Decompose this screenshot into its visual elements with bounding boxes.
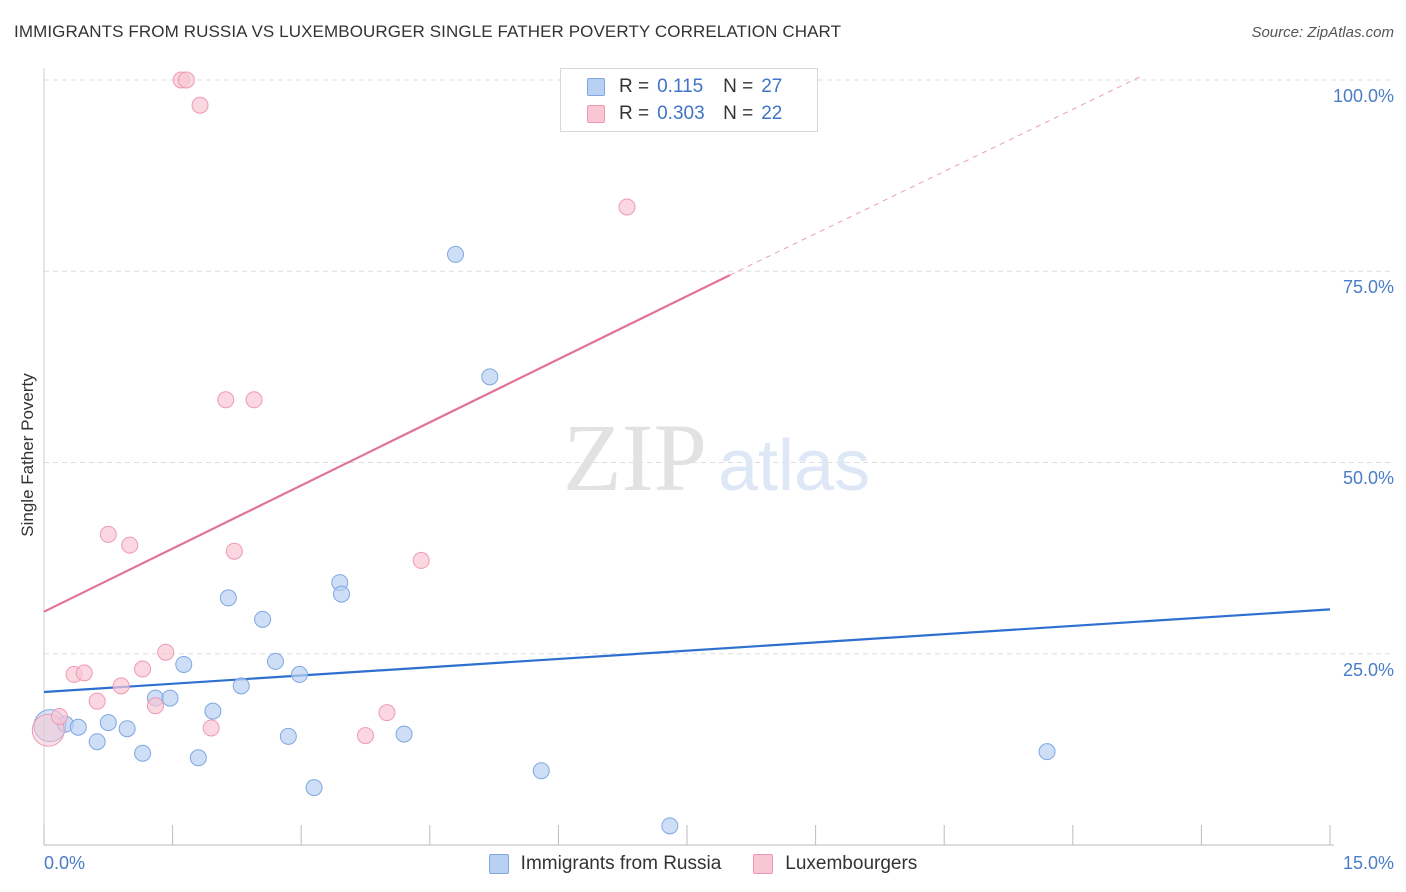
y-tick-label-25: 25.0% [1342, 660, 1394, 680]
point-russia [69, 718, 87, 736]
stats-legend: R = 0.115 N = 27 R = 0.303 N = 22 [560, 68, 818, 132]
point-luxembourgers [121, 536, 139, 554]
legend-item-russia: Immigrants from Russia [488, 853, 722, 875]
point-russia [447, 245, 465, 263]
trend-line-luxembourgers [43, 274, 731, 613]
point-russia [254, 610, 272, 628]
point-russia [189, 749, 207, 767]
legend-n-label: N = [723, 76, 754, 97]
legend-r-value: 0.115 [657, 76, 704, 97]
legend-n-value: 27 [761, 76, 783, 97]
point-luxembourgers [75, 664, 93, 682]
legend-n-value: 22 [761, 103, 783, 124]
legend-r-label: R = [619, 76, 650, 97]
point-luxembourgers [357, 727, 374, 745]
point-luxembourgers [412, 551, 430, 569]
y-tick-label-75: 75.0% [1342, 277, 1394, 297]
point-russia [134, 744, 152, 762]
series-legend: Immigrants from Russia Luxembourgers [0, 853, 1406, 875]
legend-label-luxembourgers: Luxembourgers [785, 853, 918, 874]
point-luxembourgers [217, 391, 235, 409]
point-luxembourgers [618, 198, 636, 216]
point-luxembourgers [157, 643, 175, 661]
point-luxembourgers [245, 391, 263, 409]
point-luxembourgers [225, 542, 243, 560]
point-russia [161, 689, 179, 707]
watermark-atlas: atlas [718, 426, 870, 506]
legend-label-russia: Immigrants from Russia [520, 853, 722, 874]
legend-swatch-russia [488, 854, 509, 874]
point-russia [279, 727, 297, 745]
y-axis-label: Single Father Poverty [18, 373, 37, 537]
legend-row-luxembourgers: R = 0.303 N = 22 [587, 102, 782, 126]
point-russia [232, 677, 250, 695]
point-russia [266, 652, 284, 670]
legend-item-luxembourgers: Luxembourgers [753, 853, 917, 875]
point-luxembourgers [134, 660, 152, 678]
point-russia [290, 665, 308, 683]
point-russia [219, 589, 237, 607]
point-luxembourgers [378, 704, 396, 722]
trend-line-luxembourgers-extension [729, 75, 1142, 276]
x-tick-label-max: 15.0% [1342, 853, 1394, 873]
point-russia [118, 720, 136, 738]
gridlines [44, 79, 1392, 655]
point-russia [305, 779, 323, 797]
point-luxembourgers [191, 96, 209, 114]
legend-swatch-luxembourgers [753, 854, 774, 874]
legend-r-label: R = [619, 103, 650, 124]
point-russia [481, 368, 499, 386]
watermark-zip: ZIP [563, 404, 707, 511]
trend-line-russia [43, 608, 1331, 694]
point-russia [204, 702, 222, 720]
chart-title: IMMIGRANTS FROM RUSSIA VS LUXEMBOURGER S… [14, 22, 842, 41]
point-luxembourgers [112, 677, 130, 695]
point-russia [99, 714, 117, 732]
point-russia [88, 733, 106, 751]
data-points [31, 71, 1056, 835]
point-russia [332, 585, 350, 603]
y-tick-label-50: 50.0% [1342, 468, 1394, 488]
legend-r-value: 0.303 [657, 103, 705, 124]
point-russia [1038, 743, 1056, 761]
point-russia [175, 655, 193, 673]
x-tick-label-min: 0.0% [44, 853, 86, 873]
point-luxembourgers [177, 71, 195, 89]
point-luxembourgers [50, 707, 68, 725]
legend-swatch-luxembourgers [587, 105, 605, 123]
y-tick-label-100: 100.0% [1332, 86, 1394, 106]
legend-row-russia: R = 0.115 N = 27 [587, 75, 782, 99]
point-russia [532, 762, 550, 780]
source-label: Source: ZipAtlas.com [1251, 24, 1394, 41]
point-luxembourgers [202, 719, 220, 737]
trend-lines [43, 75, 1331, 694]
point-luxembourgers [146, 697, 164, 715]
point-luxembourgers [88, 692, 106, 710]
legend-swatch-russia [587, 78, 605, 96]
point-russia [395, 725, 413, 743]
point-luxembourgers [99, 525, 117, 543]
legend-n-label: N = [723, 103, 754, 124]
point-russia [661, 817, 679, 835]
